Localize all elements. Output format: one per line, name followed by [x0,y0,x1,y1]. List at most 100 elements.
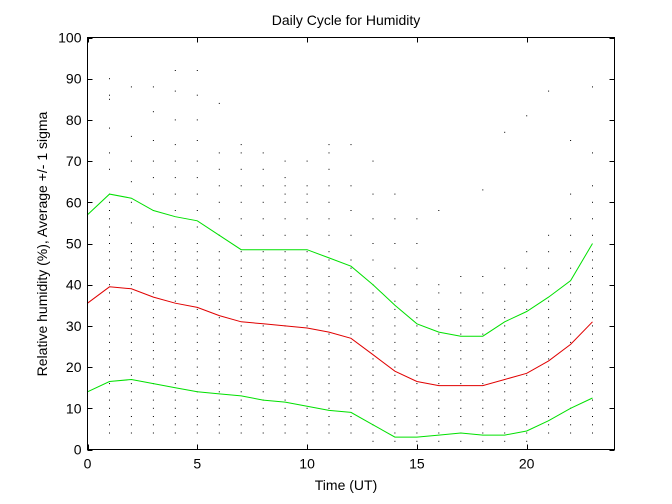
scatter-point [438,325,440,327]
scatter-point [482,383,484,385]
scatter-point [504,424,506,426]
scatter-point [218,300,220,302]
scatter-point [109,218,110,220]
scatter-point [592,416,593,417]
scatter-point [240,325,242,327]
scatter-point [109,210,110,211]
scatter-point [306,276,308,277]
scatter-point [130,424,132,426]
scatter-point [526,350,528,352]
scatter-point [306,300,308,302]
scatter-point [152,366,154,368]
scatter-point [174,383,176,385]
scatter-point [109,300,110,302]
y-axis-ticks: 0 10 20 30 40 50 60 70 80 90 100 [58,30,615,458]
scatter-point [109,416,110,417]
scatter-point [306,358,308,360]
scatter-point [196,140,198,141]
scatter-point [284,383,286,385]
scatter-point [306,366,308,368]
scatter-point [438,374,440,376]
scatter-point [262,300,264,302]
scatter-point [109,308,110,310]
scatter-point [130,135,132,137]
scatter-point [240,201,242,203]
scatter-point [284,399,286,401]
scatter-point [504,131,506,133]
scatter-point [174,399,176,401]
scatter-point [130,407,132,409]
scatter-point [372,383,374,385]
scatter-point [240,267,242,269]
series-line-average [87,286,593,387]
scatter-point [152,160,154,162]
scatter-point [130,267,132,269]
scatter-point [350,341,352,343]
scatter-point [262,424,264,426]
scatter-point [350,407,352,409]
scatter-point [196,325,198,327]
scatter-point [394,440,396,442]
scatter-point [152,140,154,141]
scatter-point [526,374,528,376]
scatter-point [394,308,396,310]
scatter-point [130,416,132,417]
scatter-point [328,317,330,319]
scatter-point [350,358,352,360]
scatter-point [416,284,418,286]
scatter-point [592,259,593,261]
scatter-point [482,407,484,409]
scatter-point [394,243,396,244]
scatter-point [438,350,440,352]
scatter-point [592,366,593,368]
scatter-point [130,391,132,393]
scatter-point [174,407,176,409]
scatter-point [504,383,506,385]
scatter-point [570,341,572,343]
scatter-point [130,201,132,203]
scatter-point [548,333,550,335]
scatter-point [548,90,550,92]
scatter-point [372,416,374,417]
scatter-point [416,341,418,343]
scatter-point [218,333,220,335]
scatter-point [526,300,528,302]
scatter-point [130,300,132,302]
scatter-point [109,399,110,401]
y-tick-label: 20 [66,359,82,375]
scatter-point [372,276,374,277]
y-tick-label: 100 [58,30,82,46]
scatter-point [438,407,440,409]
scatter-point [174,416,176,417]
scatter-point [130,292,132,294]
scatter-point [570,218,572,220]
scatter-point [394,267,396,269]
scatter-point [174,366,176,368]
scatter-point [350,350,352,352]
scatter-point [130,341,132,343]
scatter-point [592,383,593,385]
scatter-point [152,284,154,286]
scatter-point [504,366,506,368]
scatter-point [592,300,593,302]
scatter-point [130,160,132,162]
scatter-point [152,177,154,179]
scatter-point [218,308,220,310]
scatter-point [196,177,198,179]
scatter-point [504,300,506,302]
scatter-point [152,374,154,376]
scatter-point [240,333,242,335]
scatter-point [240,399,242,401]
scatter-point [262,234,264,236]
scatter-point [372,341,374,343]
scatter-point [416,218,418,220]
y-tick-label: 90 [66,71,82,87]
scatter-point [394,424,396,426]
scatter-point [460,350,462,352]
scatter-point [196,424,198,426]
scatter-point [526,115,528,117]
scatter-point [394,325,396,327]
scatter-point [504,391,506,393]
scatter-point [548,325,550,327]
scatter-point [460,276,462,277]
